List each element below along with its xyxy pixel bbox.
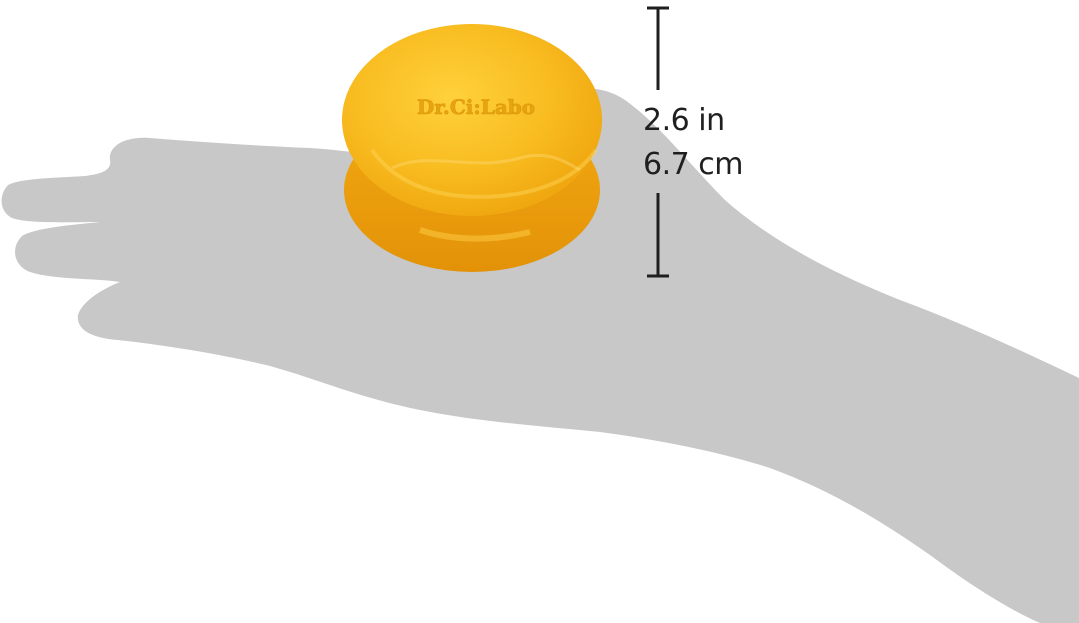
height-measure-indicator bbox=[647, 6, 669, 278]
soap-top bbox=[342, 24, 602, 216]
hand-silhouette bbox=[1, 88, 1079, 623]
measurement-inches: 2.6 in bbox=[643, 103, 725, 138]
measurement-centimeters: 6.7 cm bbox=[643, 147, 743, 182]
soap-embossed-logo: Dr.Ci:Labo bbox=[417, 95, 535, 119]
soap-bar: Dr.Ci:Labo bbox=[342, 24, 602, 272]
